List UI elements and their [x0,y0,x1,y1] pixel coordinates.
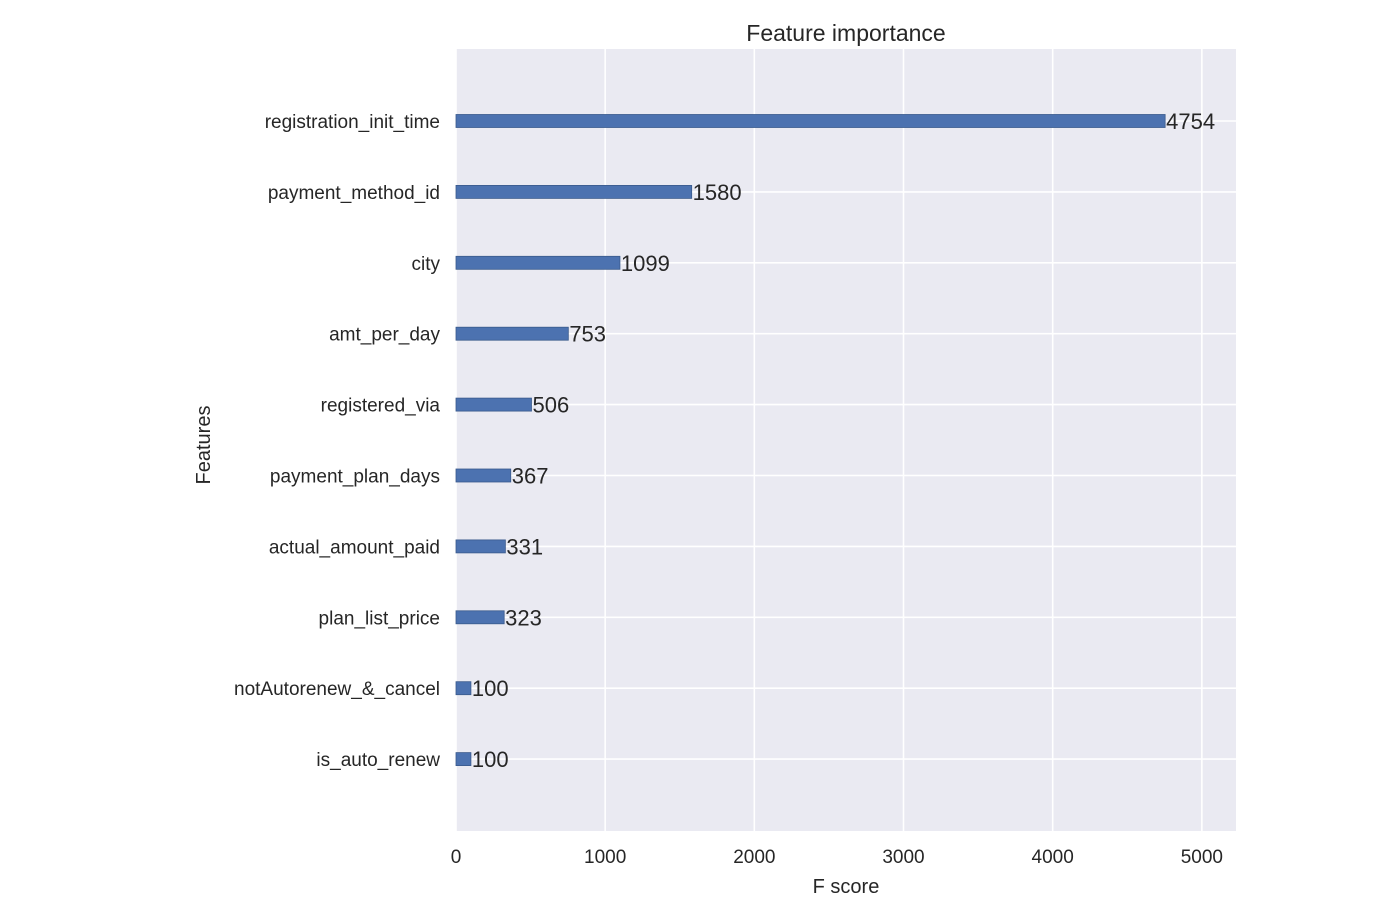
bar-value-label: 323 [505,605,542,630]
grid-lines [455,49,1236,831]
x-tick-label: 5000 [1181,847,1223,868]
bar [455,539,506,554]
bar [455,326,569,341]
bar-value-label: 331 [506,534,543,559]
bar-value-label: 1580 [693,180,742,205]
chart-title: Feature importance [746,20,945,46]
plot-area [456,49,1236,831]
bar [455,610,505,625]
y-tick-label: payment_plan_days [270,467,440,488]
y-tick-label: city [412,254,441,275]
bar [455,255,621,270]
y-tick-label: amt_per_day [329,325,440,346]
x-tick-label: 0 [451,847,462,868]
y-tick-labels: registration_init_time payment_method_idc… [234,112,440,771]
bar [455,752,472,766]
bar-value-label: 753 [569,322,606,347]
x-axis-label: F score [813,876,880,898]
bar-value-label: 100 [472,747,509,772]
bars [455,114,1166,766]
bar-value-label: 1099 [621,251,670,276]
y-tick-label: payment_method_id [268,183,440,204]
x-tick-label: 3000 [882,847,924,868]
y-axis-label: Features [193,406,215,485]
bar [455,397,532,412]
x-tick-label: 4000 [1032,847,1074,868]
bar [455,468,512,483]
bar [455,184,693,199]
y-tick-label: registered_via [321,396,441,417]
x-tick-label: 1000 [584,847,626,868]
x-tick-labels: 0 1000 2000 3000 4000 5000 [451,847,1223,868]
y-tick-label: actual_amount_paid [269,537,440,558]
bar [455,681,472,696]
bar-value-label: 4754 [1166,109,1215,134]
y-tick-label: plan_list_price [319,608,440,629]
data-labels: 4754 1580 1099 753 506 367 331 323 100 100 [472,109,1215,772]
x-tick-label: 2000 [733,847,775,868]
bar-value-label: 506 [532,393,569,418]
y-tick-label: notAutorenew_&_cancel [234,679,440,700]
bar [455,114,1166,128]
y-tick-label: registration_init_time [265,112,440,133]
y-tick-label: is_auto_renew [316,750,440,771]
bar-value-label: 100 [472,676,509,701]
bar-value-label: 367 [512,464,549,489]
